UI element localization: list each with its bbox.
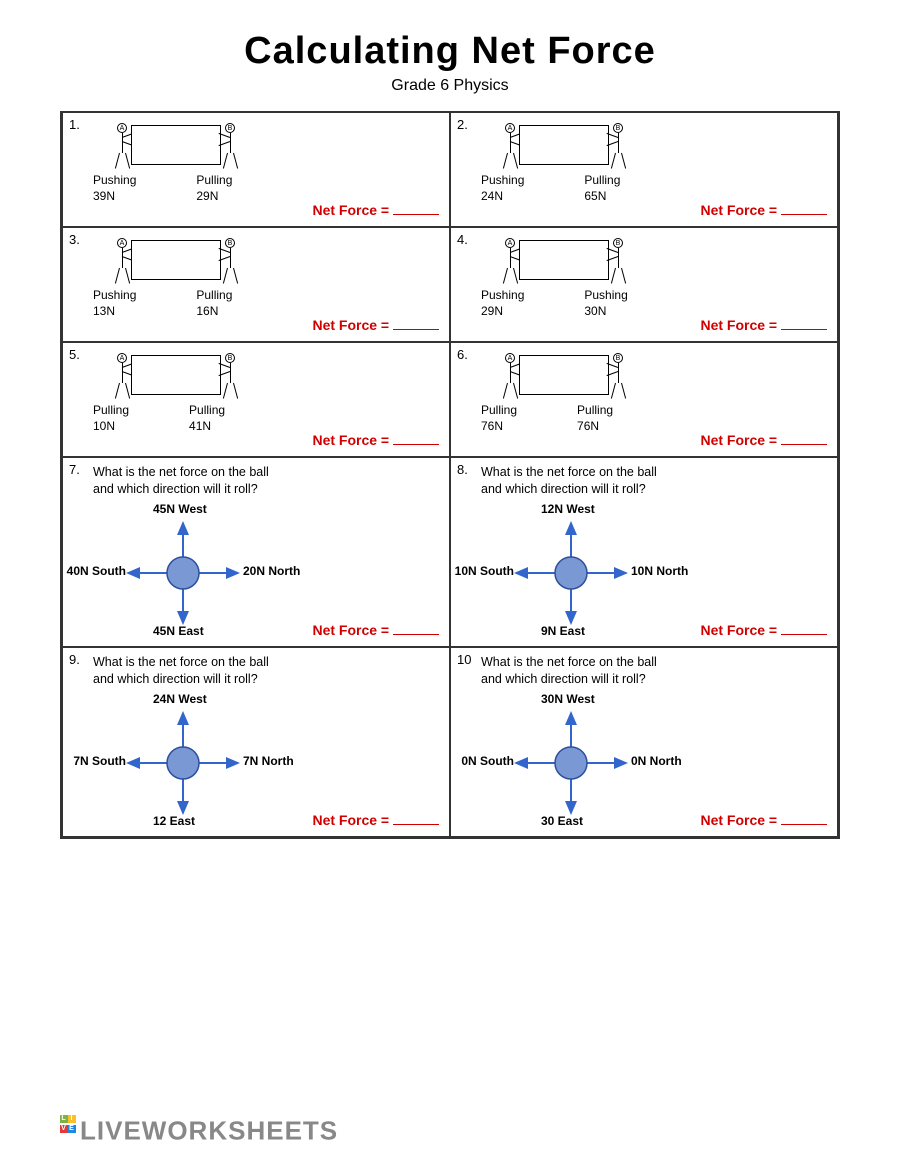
watermark-badge: LIVE: [60, 1113, 78, 1133]
net-force-answer[interactable]: Net Force =: [312, 432, 439, 448]
left-label: 0N South: [449, 754, 514, 768]
problem-cell: 4. A B Pushing29N Pushing30N Net Force =: [450, 227, 838, 342]
ball-diagram: 12N West 9N East 10N South 10N North: [481, 508, 781, 638]
down-label: 30 East: [541, 814, 583, 828]
stick-figure-left: A: [503, 353, 517, 401]
ball-diagram: 30N West 30 East 0N South 0N North: [481, 698, 781, 828]
worksheet-grid: 1. A B Pushing39N Pulling29N Net Force =…: [60, 111, 840, 839]
stick-figure-right: B: [223, 353, 237, 401]
problem-cell: 10 What is the net force on the ball and…: [450, 647, 838, 837]
down-label: 45N East: [153, 624, 204, 638]
right-force-label: Pulling65N: [584, 173, 620, 204]
question-number: 7.: [69, 462, 80, 477]
question-number: 1.: [69, 117, 80, 132]
problem-cell: 2. A B Pushing24N Pulling65N Net Force =: [450, 112, 838, 227]
question-number: 10: [457, 652, 471, 667]
net-force-answer[interactable]: Net Force =: [312, 202, 439, 218]
right-force-label: Pulling41N: [189, 403, 225, 434]
left-label: 7N South: [61, 754, 126, 768]
stick-figure-right: B: [223, 238, 237, 286]
box: [131, 355, 221, 395]
right-label: 0N North: [631, 754, 682, 768]
right-force-label: Pulling76N: [577, 403, 613, 434]
net-force-answer[interactable]: Net Force =: [700, 317, 827, 333]
stick-figure-left: A: [503, 123, 517, 171]
net-force-answer[interactable]: Net Force =: [312, 622, 439, 638]
watermark-text: LIVEWORKSHEETS: [80, 1116, 338, 1146]
question-number: 4.: [457, 232, 468, 247]
stick-diagram: A B Pushing39N Pulling29N: [93, 119, 283, 209]
up-label: 12N West: [541, 502, 595, 516]
stick-diagram: A B Pushing29N Pushing30N: [481, 234, 671, 324]
left-label: 10N South: [449, 564, 514, 578]
problem-cell: 3. A B Pushing13N Pulling16N Net Force =: [62, 227, 450, 342]
box: [519, 125, 609, 165]
question-number: 6.: [457, 347, 468, 362]
problem-cell: 9. What is the net force on the ball and…: [62, 647, 450, 837]
left-force-label: Pulling76N: [481, 403, 517, 434]
page-title: Calculating Net Force: [60, 30, 840, 73]
problem-cell: 7. What is the net force on the ball and…: [62, 457, 450, 647]
left-force-label: Pushing13N: [93, 288, 136, 319]
stick-figure-left: A: [115, 123, 129, 171]
question-text: What is the net force on the ball and wh…: [93, 654, 269, 688]
box: [519, 240, 609, 280]
question-text: What is the net force on the ball and wh…: [481, 654, 657, 688]
stick-figure-left: A: [503, 238, 517, 286]
net-force-answer[interactable]: Net Force =: [312, 812, 439, 828]
problem-cell: 5. A B Pulling10N Pulling41N Net Force =: [62, 342, 450, 457]
stick-figure-right: B: [611, 238, 625, 286]
net-force-answer[interactable]: Net Force =: [700, 812, 827, 828]
question-number: 5.: [69, 347, 80, 362]
left-force-label: Pushing24N: [481, 173, 524, 204]
ball-diagram: 45N West 45N East 40N South 20N North: [93, 508, 393, 638]
down-label: 12 East: [153, 814, 195, 828]
net-force-answer[interactable]: Net Force =: [312, 317, 439, 333]
stick-figure-right: B: [611, 123, 625, 171]
ball-diagram: 24N West 12 East 7N South 7N North: [93, 698, 393, 828]
problem-cell: 6. A B Pulling76N Pulling76N Net Force =: [450, 342, 838, 457]
right-force-label: Pulling29N: [196, 173, 232, 204]
box: [519, 355, 609, 395]
question-number: 3.: [69, 232, 80, 247]
stick-figure-right: B: [611, 353, 625, 401]
right-force-label: Pushing30N: [584, 288, 627, 319]
question-text: What is the net force on the ball and wh…: [481, 464, 657, 498]
problem-cell: 1. A B Pushing39N Pulling29N Net Force =: [62, 112, 450, 227]
right-force-label: Pulling16N: [196, 288, 232, 319]
question-number: 8.: [457, 462, 468, 477]
page-subtitle: Grade 6 Physics: [60, 77, 840, 95]
stick-diagram: A B Pulling10N Pulling41N: [93, 349, 283, 439]
left-label: 40N South: [61, 564, 126, 578]
left-force-label: Pushing39N: [93, 173, 136, 204]
problem-cell: 8. What is the net force on the ball and…: [450, 457, 838, 647]
question-number: 2.: [457, 117, 468, 132]
up-label: 45N West: [153, 502, 207, 516]
question-text: What is the net force on the ball and wh…: [93, 464, 269, 498]
stick-diagram: A B Pushing24N Pulling65N: [481, 119, 671, 209]
question-number: 9.: [69, 652, 80, 667]
net-force-answer[interactable]: Net Force =: [700, 202, 827, 218]
right-label: 10N North: [631, 564, 688, 578]
up-label: 24N West: [153, 692, 207, 706]
stick-figure-left: A: [115, 353, 129, 401]
net-force-answer[interactable]: Net Force =: [700, 622, 827, 638]
net-force-answer[interactable]: Net Force =: [700, 432, 827, 448]
box: [131, 125, 221, 165]
stick-figure-right: B: [223, 123, 237, 171]
right-label: 7N North: [243, 754, 294, 768]
down-label: 9N East: [541, 624, 585, 638]
left-force-label: Pushing29N: [481, 288, 524, 319]
up-label: 30N West: [541, 692, 595, 706]
right-label: 20N North: [243, 564, 300, 578]
watermark: LIVE LIVEWORKSHEETS: [60, 1113, 338, 1147]
left-force-label: Pulling10N: [93, 403, 129, 434]
box: [131, 240, 221, 280]
stick-diagram: A B Pushing13N Pulling16N: [93, 234, 283, 324]
stick-figure-left: A: [115, 238, 129, 286]
stick-diagram: A B Pulling76N Pulling76N: [481, 349, 671, 439]
